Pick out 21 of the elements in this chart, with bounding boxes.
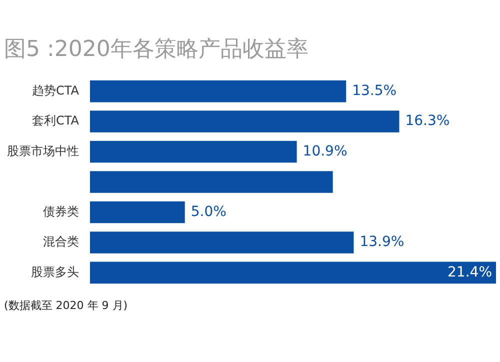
data-label: 13.9% (360, 234, 404, 250)
data-label: 21.4% (448, 264, 492, 280)
y-tick-label: 股票市场中性 (7, 144, 79, 158)
data-label: 10.9% (302, 143, 348, 160)
text: (数据截至 2020 年 9 月) (3, 298, 129, 313)
bar (90, 140, 297, 163)
data-label: 13.5% (352, 82, 397, 99)
y-tick-label: 混合类 (43, 234, 79, 249)
bar (90, 201, 185, 224)
bar (90, 262, 496, 284)
y-tick-label: 趋势CTA (32, 83, 80, 98)
data-label: 5.0% (190, 204, 226, 220)
data-label: 16.3% (405, 113, 450, 130)
bar (90, 80, 346, 102)
bar (90, 232, 354, 254)
y-tick-label: 股票多头 (31, 264, 79, 279)
bar (90, 110, 400, 132)
y-tick-label: 套利CTA (32, 114, 80, 128)
chart-title: 图5 :2020年各策略产品收益率 (3, 36, 310, 64)
y-tick-label: 债券类 (43, 204, 79, 218)
bar (90, 171, 333, 193)
